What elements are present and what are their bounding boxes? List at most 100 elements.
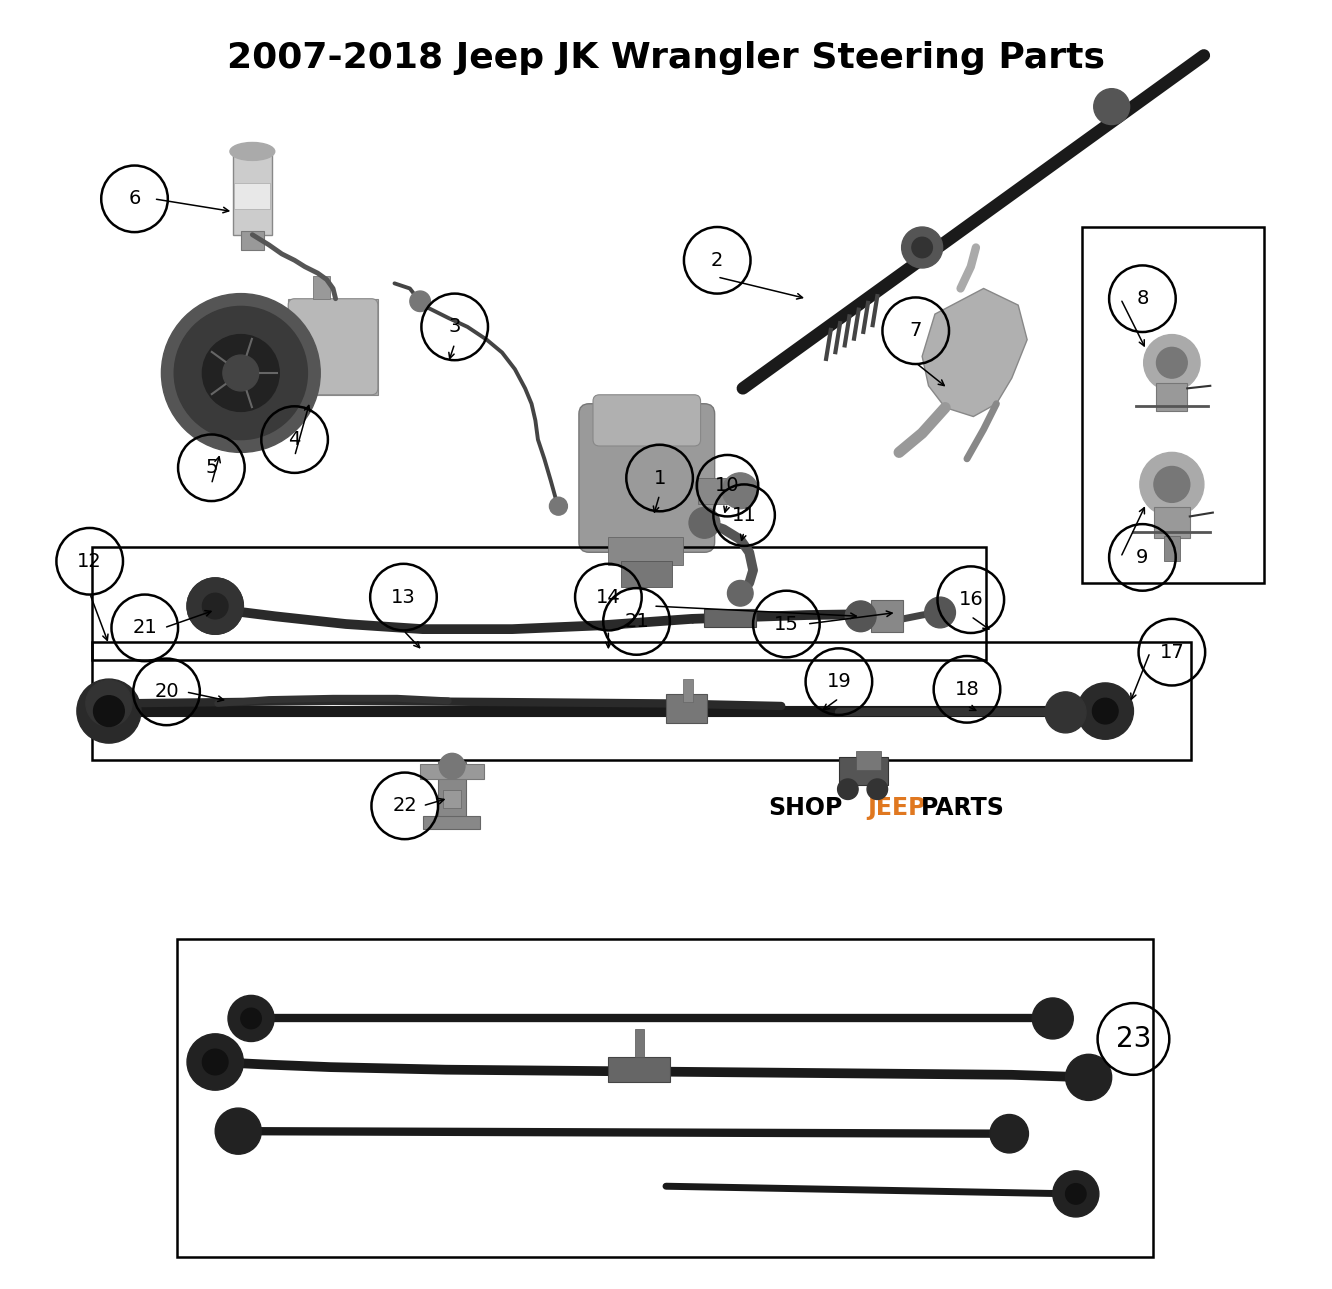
Text: 2007-2018 Jeep JK Wrangler Steering Parts: 2007-2018 Jeep JK Wrangler Steering Part…	[226, 41, 1106, 75]
Polygon shape	[922, 289, 1027, 416]
Circle shape	[202, 335, 280, 411]
Circle shape	[1094, 89, 1130, 125]
Circle shape	[410, 291, 430, 312]
Text: 16: 16	[959, 590, 983, 610]
Ellipse shape	[230, 143, 274, 160]
Circle shape	[202, 593, 228, 619]
Circle shape	[186, 577, 244, 634]
Circle shape	[924, 597, 955, 628]
Text: 18: 18	[955, 679, 979, 699]
Circle shape	[1066, 1183, 1086, 1204]
Bar	[177, 940, 1152, 1257]
Circle shape	[1032, 998, 1074, 1039]
Circle shape	[550, 498, 567, 516]
Text: SHOP: SHOP	[769, 797, 843, 820]
Circle shape	[902, 227, 943, 268]
Bar	[438, 762, 466, 824]
Circle shape	[867, 779, 887, 799]
Bar	[609, 538, 682, 565]
Text: 15: 15	[774, 615, 799, 633]
Text: PARTS: PARTS	[922, 797, 1006, 820]
Text: 3: 3	[449, 317, 461, 336]
Text: 21: 21	[132, 619, 157, 637]
Text: 20: 20	[155, 682, 178, 701]
Bar	[1164, 536, 1180, 561]
Text: 17: 17	[1159, 643, 1184, 661]
Text: JEEP: JEEP	[867, 797, 926, 820]
Text: 21: 21	[625, 612, 649, 630]
Text: 19: 19	[827, 672, 851, 691]
Bar	[682, 679, 693, 703]
Bar	[871, 599, 903, 632]
Text: 6: 6	[128, 189, 141, 209]
Circle shape	[77, 679, 141, 744]
Circle shape	[912, 237, 932, 258]
Circle shape	[838, 779, 858, 799]
Text: 4: 4	[289, 431, 301, 449]
Bar	[420, 763, 484, 779]
Bar	[92, 547, 986, 660]
Bar	[1154, 508, 1189, 539]
Bar	[855, 750, 882, 770]
Circle shape	[186, 1034, 244, 1090]
Bar	[609, 1057, 670, 1083]
Bar	[705, 608, 755, 626]
FancyBboxPatch shape	[593, 394, 701, 446]
Circle shape	[1092, 699, 1118, 724]
Text: 12: 12	[77, 552, 103, 571]
Circle shape	[1052, 1170, 1099, 1217]
Bar	[621, 561, 673, 586]
Circle shape	[216, 1109, 261, 1154]
FancyBboxPatch shape	[288, 299, 378, 394]
Bar	[92, 642, 1191, 759]
Circle shape	[228, 995, 274, 1042]
Text: 9: 9	[1136, 548, 1148, 567]
Text: 7: 7	[910, 321, 922, 340]
Text: 2: 2	[711, 251, 723, 269]
Text: 8: 8	[1136, 289, 1148, 308]
Bar	[422, 816, 481, 829]
Bar	[839, 757, 887, 785]
Bar	[313, 276, 330, 299]
Circle shape	[161, 294, 320, 452]
Bar	[1082, 227, 1264, 583]
Circle shape	[722, 473, 758, 509]
Bar	[1156, 383, 1187, 411]
Circle shape	[1066, 1054, 1112, 1101]
Circle shape	[186, 577, 244, 634]
Circle shape	[1078, 683, 1134, 740]
Bar	[288, 299, 378, 394]
FancyBboxPatch shape	[579, 403, 715, 552]
Circle shape	[1154, 467, 1189, 503]
Text: 13: 13	[392, 588, 416, 607]
Circle shape	[1046, 692, 1086, 733]
Text: 22: 22	[393, 797, 417, 816]
Circle shape	[222, 354, 258, 391]
Bar	[241, 231, 264, 250]
Bar	[444, 790, 461, 808]
Text: 10: 10	[715, 476, 739, 495]
Circle shape	[689, 508, 719, 539]
Text: 23: 23	[1116, 1025, 1151, 1053]
Bar	[635, 1029, 645, 1057]
Circle shape	[1144, 335, 1200, 391]
Circle shape	[202, 1049, 228, 1075]
Text: 1: 1	[654, 468, 666, 487]
Circle shape	[440, 753, 465, 779]
Bar	[233, 151, 272, 235]
Circle shape	[93, 696, 124, 727]
Bar	[666, 695, 707, 723]
Bar	[698, 478, 737, 504]
Circle shape	[727, 580, 753, 606]
Circle shape	[85, 681, 132, 727]
Bar	[234, 183, 270, 209]
Circle shape	[846, 601, 876, 632]
Circle shape	[1156, 347, 1187, 378]
Circle shape	[174, 307, 308, 440]
Text: 11: 11	[731, 505, 757, 525]
Circle shape	[241, 1008, 261, 1029]
Circle shape	[1140, 452, 1204, 517]
Text: 5: 5	[205, 459, 217, 477]
Text: 14: 14	[595, 588, 621, 607]
Circle shape	[990, 1115, 1028, 1152]
